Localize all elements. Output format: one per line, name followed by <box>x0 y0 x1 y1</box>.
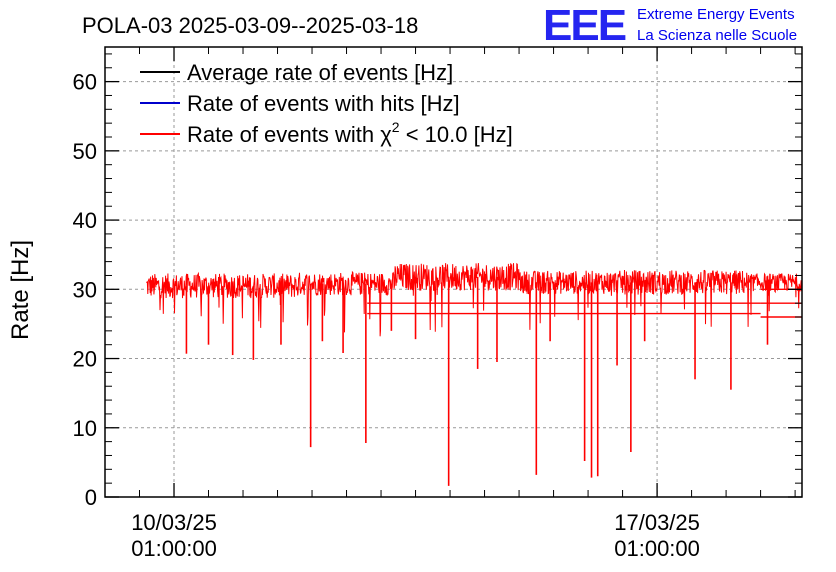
legend-label-average: Average rate of events [Hz] <box>187 60 453 85</box>
legend-label-chi2: Rate of events with χ2 < 10.0 [Hz] <box>187 119 513 147</box>
grid-lines <box>105 47 802 497</box>
x-tick-date-1: 17/03/25 <box>614 510 700 535</box>
series-trace <box>146 262 803 337</box>
x-tick-time-0: 01:00:00 <box>131 536 217 561</box>
logo-letters: EEE <box>543 1 626 50</box>
legend-chi2-suffix: < 10.0 [Hz] <box>400 122 513 147</box>
y-tick-label-40: 40 <box>73 208 97 233</box>
legend-label-hits: Rate of events with hits [Hz] <box>187 91 460 116</box>
y-tick-label-60: 60 <box>73 70 97 95</box>
chart-title: POLA-03 2025-03-09--2025-03-18 <box>82 13 418 38</box>
plot-border <box>104 46 803 498</box>
y-tick-label-50: 50 <box>73 139 97 164</box>
legend: Average rate of events [Hz] Rate of even… <box>140 60 513 147</box>
y-axis-label: Rate [Hz] <box>7 240 34 340</box>
y-tick-label-10: 10 <box>73 416 97 441</box>
series-red <box>146 262 803 486</box>
y-tick-label-20: 20 <box>73 347 97 372</box>
logo-line1: Extreme Energy Events <box>637 6 795 23</box>
legend-chi2-sup: 2 <box>392 119 400 135</box>
legend-chi2-symbol: χ <box>380 122 392 147</box>
y-tick-label-0: 0 <box>85 485 97 510</box>
x-tick-time-1: 01:00:00 <box>614 536 700 561</box>
eee-logo: EEE Extreme Energy Events La Scienza nel… <box>543 1 797 50</box>
legend-chi2-prefix: Rate of events with <box>187 122 380 147</box>
y-tick-label-30: 30 <box>73 277 97 302</box>
x-tick-date-0: 10/03/25 <box>131 510 217 535</box>
plot-frame <box>104 46 803 498</box>
logo-line2: La Scienza nelle Scuole <box>637 27 797 44</box>
